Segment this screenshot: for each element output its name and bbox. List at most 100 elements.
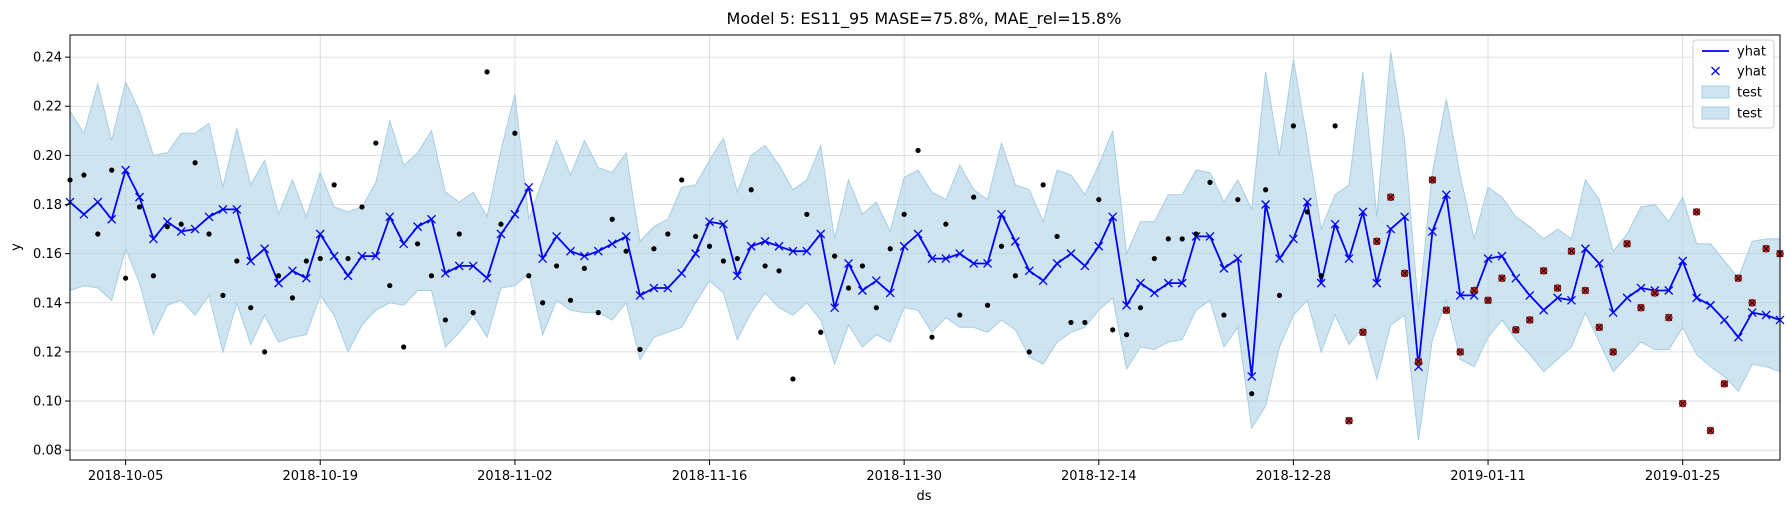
yhat-marker bbox=[663, 283, 673, 293]
yhat-marker bbox=[371, 251, 381, 261]
yhat-marker bbox=[1678, 256, 1688, 266]
train-point bbox=[95, 231, 101, 237]
yhat-marker bbox=[413, 222, 423, 232]
train-point bbox=[1151, 255, 1157, 262]
train-point bbox=[1249, 391, 1255, 397]
yhat-marker bbox=[510, 209, 520, 219]
train-point bbox=[818, 329, 824, 335]
legend-band-swatch bbox=[1701, 85, 1730, 99]
yhat-marker bbox=[385, 212, 395, 222]
yhat-marker bbox=[1261, 200, 1271, 209]
yhat-marker bbox=[1205, 231, 1215, 241]
train-point bbox=[164, 224, 170, 230]
yhat-marker bbox=[1080, 261, 1090, 271]
yhat-marker bbox=[1163, 278, 1173, 288]
yhat-marker bbox=[454, 261, 464, 271]
yhat-marker bbox=[1372, 278, 1382, 288]
yhat-marker bbox=[552, 231, 562, 241]
test-point-cross bbox=[1554, 284, 1562, 292]
x-tick-label: 2019-01-25 bbox=[1645, 469, 1721, 484]
test-point-cross bbox=[1581, 286, 1589, 295]
train-point bbox=[456, 231, 462, 237]
train-point bbox=[275, 273, 282, 279]
train-point bbox=[470, 310, 476, 316]
train-point bbox=[706, 243, 713, 249]
yhat-marker bbox=[1038, 276, 1048, 286]
yhat-marker bbox=[190, 224, 200, 234]
yhat-marker bbox=[621, 231, 631, 241]
yhat-marker bbox=[1455, 290, 1465, 300]
train-point bbox=[971, 194, 977, 200]
yhat-marker bbox=[1525, 290, 1535, 300]
x-axis: 2018-10-05 2018-10-19 2018-11-02 2018-11-16… bbox=[88, 460, 1721, 484]
yhat-marker bbox=[1094, 241, 1104, 251]
yhat-marker bbox=[830, 303, 840, 313]
test-point-cross bbox=[1373, 237, 1381, 245]
yhat-marker bbox=[135, 192, 144, 202]
train-point bbox=[609, 216, 615, 222]
x-tick-label: 2019-01-11 bbox=[1450, 469, 1526, 484]
test-point-cross bbox=[1484, 296, 1492, 304]
yhat-marker bbox=[315, 229, 325, 239]
yhat-marker bbox=[1553, 293, 1563, 303]
test-point-cross bbox=[1428, 176, 1436, 184]
train-point bbox=[206, 231, 212, 237]
yhat-marker bbox=[107, 214, 117, 224]
train-point bbox=[373, 140, 379, 146]
yhat-marker bbox=[885, 288, 895, 298]
test-point-cross bbox=[1693, 208, 1701, 216]
yhat-marker bbox=[218, 204, 228, 214]
train-point bbox=[1123, 332, 1130, 338]
yhat-marker bbox=[677, 268, 687, 278]
test-point-cross bbox=[1456, 348, 1464, 356]
train-point bbox=[136, 204, 143, 210]
train-point bbox=[428, 273, 435, 279]
yhat-marker bbox=[204, 212, 214, 222]
yhat-marker bbox=[1302, 197, 1312, 207]
y-tick-label: 0.08 bbox=[33, 444, 62, 459]
yhat-marker bbox=[802, 246, 812, 256]
train-point bbox=[804, 211, 810, 217]
train-point bbox=[1290, 123, 1297, 129]
yhat-marker bbox=[1386, 224, 1396, 234]
yhat-marker bbox=[93, 197, 103, 207]
yhat-marker bbox=[524, 182, 534, 192]
train-point bbox=[317, 255, 323, 262]
y-axis-label: y bbox=[9, 243, 24, 251]
x-tick-label: 2018-11-02 bbox=[477, 469, 553, 484]
yhat-marker bbox=[1066, 249, 1076, 259]
train-point bbox=[1012, 273, 1018, 279]
train-point bbox=[887, 246, 893, 252]
legend-box bbox=[1692, 39, 1775, 129]
train-point bbox=[873, 305, 879, 311]
train-point bbox=[1207, 179, 1213, 185]
yhat-marker bbox=[1608, 308, 1618, 318]
yhat-marker bbox=[941, 254, 951, 264]
train-point bbox=[553, 263, 560, 269]
train-point bbox=[220, 292, 226, 299]
yhat-marker bbox=[232, 204, 242, 214]
yhat-marker bbox=[732, 271, 742, 281]
test-point-cross bbox=[1498, 274, 1506, 282]
yhat-marker bbox=[1316, 278, 1326, 288]
yhat-marker bbox=[1122, 300, 1132, 310]
train-point bbox=[581, 265, 587, 271]
train-point bbox=[734, 255, 740, 262]
yhat-marker bbox=[399, 239, 409, 249]
yhat-marker bbox=[1052, 259, 1062, 268]
train-point bbox=[1263, 187, 1269, 193]
yhat-marker bbox=[1219, 263, 1229, 273]
legend-label: test bbox=[1737, 86, 1762, 101]
yhat-marker bbox=[1567, 295, 1576, 305]
train-point bbox=[540, 300, 546, 306]
yhat-marker bbox=[1427, 227, 1437, 236]
legend: yhat yhat test test bbox=[1692, 39, 1775, 129]
train-point bbox=[693, 233, 699, 240]
yhat-marker bbox=[788, 246, 798, 256]
y-tick-label: 0.12 bbox=[33, 345, 62, 360]
yhat-marker bbox=[760, 236, 770, 246]
yhat-marker bbox=[274, 278, 283, 288]
y-tick-label: 0.24 bbox=[33, 51, 62, 66]
test-point-cross bbox=[1414, 358, 1423, 366]
train-points bbox=[67, 69, 1338, 397]
